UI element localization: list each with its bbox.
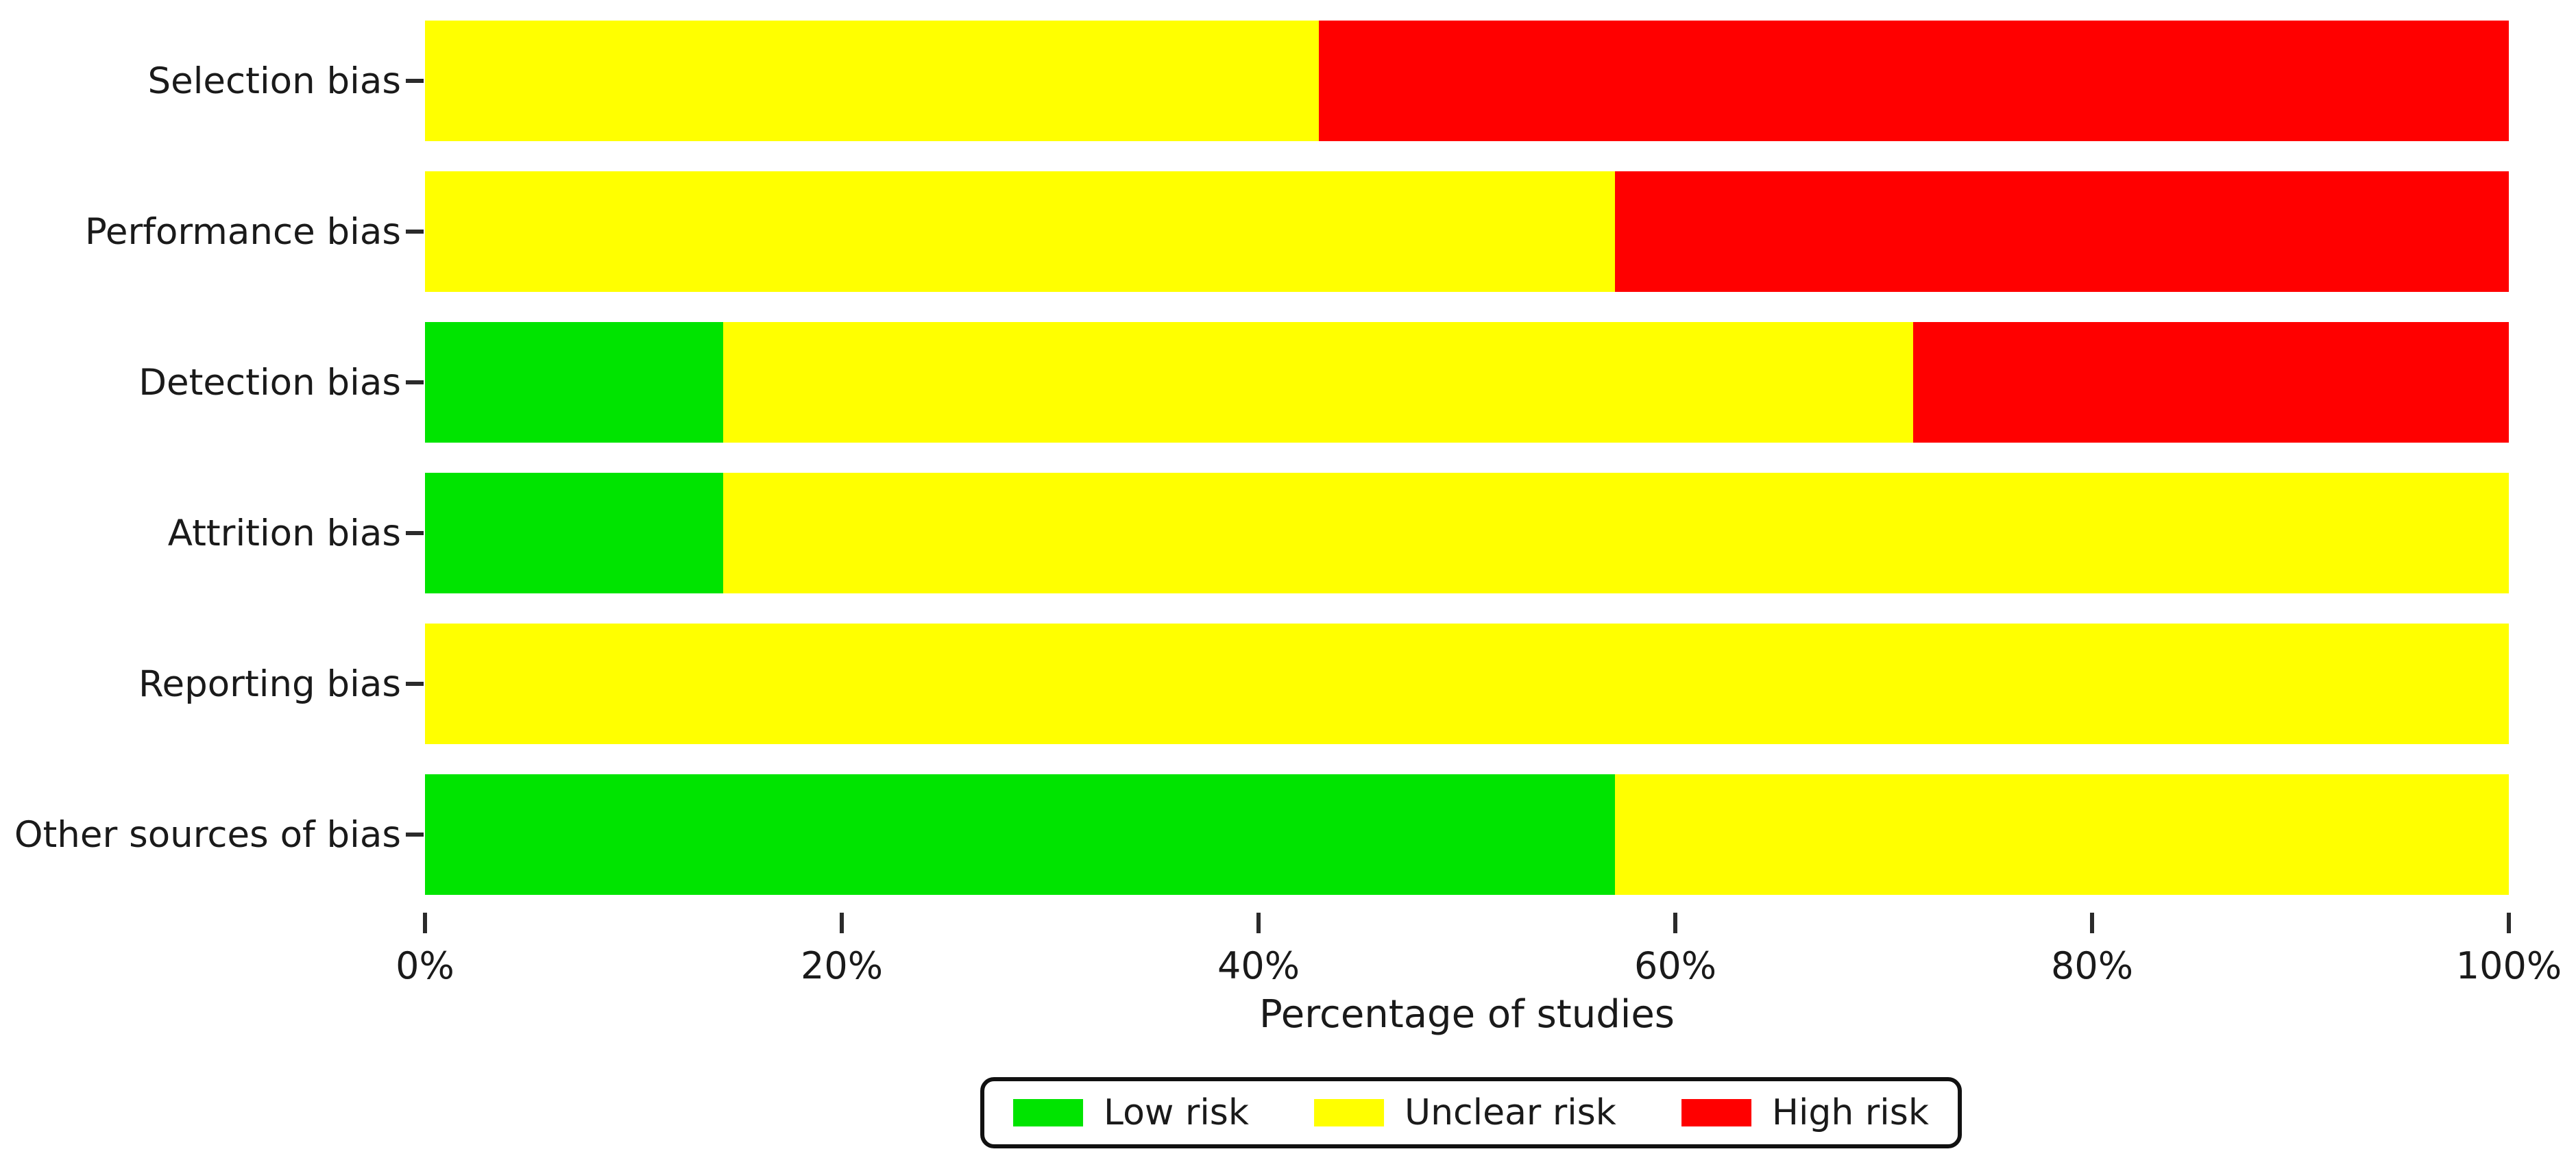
bar-row-selection-bias [425, 21, 2509, 141]
legend: Low risk Unclear risk High risk [980, 1077, 1962, 1148]
bar-segment-low-risk [425, 473, 723, 593]
y-tick [406, 79, 424, 83]
category-label-performance-bias: Performance bias [84, 210, 401, 253]
x-tick [2090, 913, 2094, 933]
x-axis-label: Percentage of studies [1259, 992, 1675, 1037]
x-tick-label-100-: 100% [2455, 944, 2562, 987]
x-tick [1256, 913, 1261, 933]
category-label-attrition-bias: Attrition bias [167, 512, 401, 554]
legend-label-unclear-risk: Unclear risk [1405, 1092, 1616, 1133]
x-tick [840, 913, 844, 933]
bar-segment-high-risk [1319, 21, 2509, 141]
bar-row-other-sources-of-bias [425, 774, 2509, 895]
x-tick-label-80-: 80% [2050, 944, 2134, 987]
legend-item-high-risk: High risk [1681, 1092, 1929, 1133]
bar-segment-high-risk [1912, 322, 2509, 443]
bar-segment-unclear-risk [425, 624, 2509, 744]
legend-swatch-unclear-risk [1314, 1099, 1385, 1126]
legend-item-unclear-risk: Unclear risk [1314, 1092, 1616, 1133]
bar-segment-unclear-risk [425, 171, 1615, 292]
bar-segment-high-risk [1614, 171, 2509, 292]
category-label-detection-bias: Detection bias [138, 361, 401, 404]
legend-item-low-risk: Low risk [1013, 1092, 1249, 1133]
bar-segment-unclear-risk [425, 21, 1320, 141]
y-tick [406, 230, 424, 234]
bar-segment-unclear-risk [722, 322, 1913, 443]
y-tick [406, 682, 424, 686]
category-label-reporting-bias: Reporting bias [138, 663, 401, 705]
y-tick [406, 380, 424, 384]
x-tick [1673, 913, 1677, 933]
x-tick [423, 913, 427, 933]
legend-swatch-low-risk [1013, 1099, 1084, 1126]
bar-row-reporting-bias [425, 624, 2509, 744]
bar-segment-low-risk [425, 774, 1615, 895]
bar-segment-unclear-risk [722, 473, 2509, 593]
bar-row-detection-bias [425, 322, 2509, 443]
x-tick-label-20-: 20% [800, 944, 884, 987]
legend-label-low-risk: Low risk [1104, 1092, 1250, 1133]
bar-row-performance-bias [425, 171, 2509, 292]
x-tick-label-60-: 60% [1633, 944, 1717, 987]
x-tick [2507, 913, 2511, 933]
bar-row-attrition-bias [425, 473, 2509, 593]
bar-segment-unclear-risk [1614, 774, 2509, 895]
y-tick [406, 531, 424, 535]
legend-swatch-high-risk [1681, 1099, 1751, 1126]
category-label-selection-bias: Selection bias [147, 60, 401, 102]
x-tick-label-40-: 40% [1217, 944, 1300, 987]
category-label-other-sources-of-bias: Other sources of bias [14, 813, 401, 856]
x-tick-label-0-: 0% [396, 944, 454, 987]
legend-label-high-risk: High risk [1771, 1092, 1929, 1133]
bar-segment-low-risk [425, 322, 723, 443]
y-tick [406, 833, 424, 837]
